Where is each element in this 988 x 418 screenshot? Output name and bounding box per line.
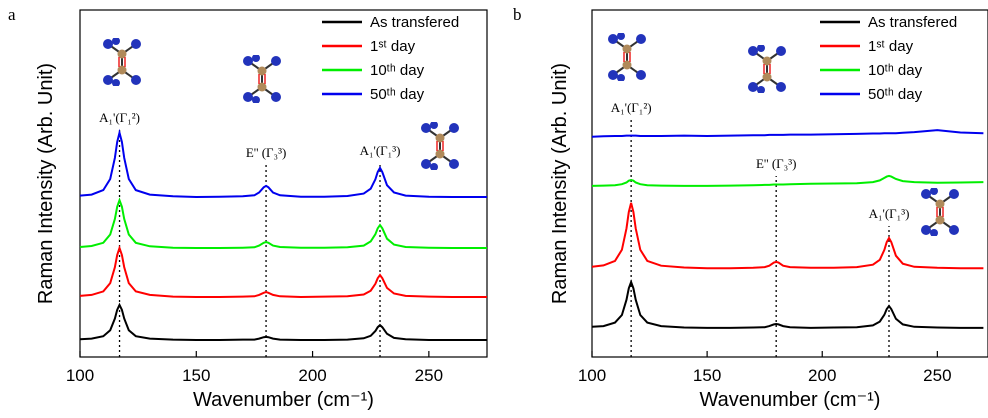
peak-label: E'' (Γ₃³): [756, 156, 796, 171]
x-axis-title: Wavenumber (cm⁻¹): [700, 389, 881, 411]
structure-icon: [243, 54, 281, 104]
panel: 100 150 200 250 Wavenumber (cm⁻¹) Raman Inten…: [513, 5, 988, 411]
x-tick-label: 150: [182, 366, 210, 385]
legend-label: 1ˢᵗ day: [370, 38, 416, 55]
spectrum: [79, 244, 487, 299]
x-tick-label: 250: [415, 366, 443, 385]
panel-label: a: [8, 5, 16, 24]
x-tick-label: 200: [808, 366, 836, 385]
spectrum: [79, 197, 487, 249]
x-axis-title: Wavenumber (cm⁻¹): [193, 389, 374, 411]
peak-label: A₁'(Γ₁³): [869, 206, 910, 221]
structure-icon: [103, 37, 141, 87]
x-tick-label: 100: [578, 366, 606, 385]
panel-label: b: [513, 5, 522, 24]
legend-label: 1ˢᵗ day: [868, 38, 914, 55]
plot-frame: [79, 9, 488, 358]
spectrum: [591, 174, 984, 187]
y-axis-title: Raman Intensity (Arb. Unit): [35, 63, 57, 304]
structure-icon: [608, 32, 646, 82]
spectrum: [591, 129, 984, 138]
legend-label: 50ᵗʰ day: [370, 86, 425, 103]
spectrum: [79, 302, 487, 341]
peak-label: A₁'(Γ₁²): [611, 100, 652, 115]
legend-label: As transfered: [868, 14, 957, 31]
legend-label: As transfered: [370, 14, 459, 31]
spectrum: [591, 202, 984, 270]
peak-label: A₁'(Γ₁²): [99, 110, 140, 125]
legend-label: 10ᵗʰ day: [370, 62, 425, 79]
x-tick-label: 100: [66, 366, 94, 385]
y-axis-title: Raman Intensity (Arb. Unit): [549, 63, 571, 304]
spectrum: [79, 128, 487, 199]
structure-icon: [921, 187, 959, 237]
x-tick-label: 200: [298, 366, 326, 385]
structure-icon: [748, 44, 786, 94]
x-tick-label: 150: [693, 366, 721, 385]
panel: 100 150 200 250 Wavenumber (cm⁻¹) Raman Inten…: [8, 5, 488, 411]
x-tick-label: 250: [923, 366, 951, 385]
legend-label: 50ᵗʰ day: [868, 86, 923, 103]
legend-label: 10ᵗʰ day: [868, 62, 923, 79]
spectrum: [591, 279, 984, 329]
plot-frame: [591, 9, 988, 358]
peak-label: A₁'(Γ₁³): [360, 143, 401, 158]
peak-label: E'' (Γ₃³): [246, 145, 286, 160]
structure-icon: [421, 121, 459, 171]
